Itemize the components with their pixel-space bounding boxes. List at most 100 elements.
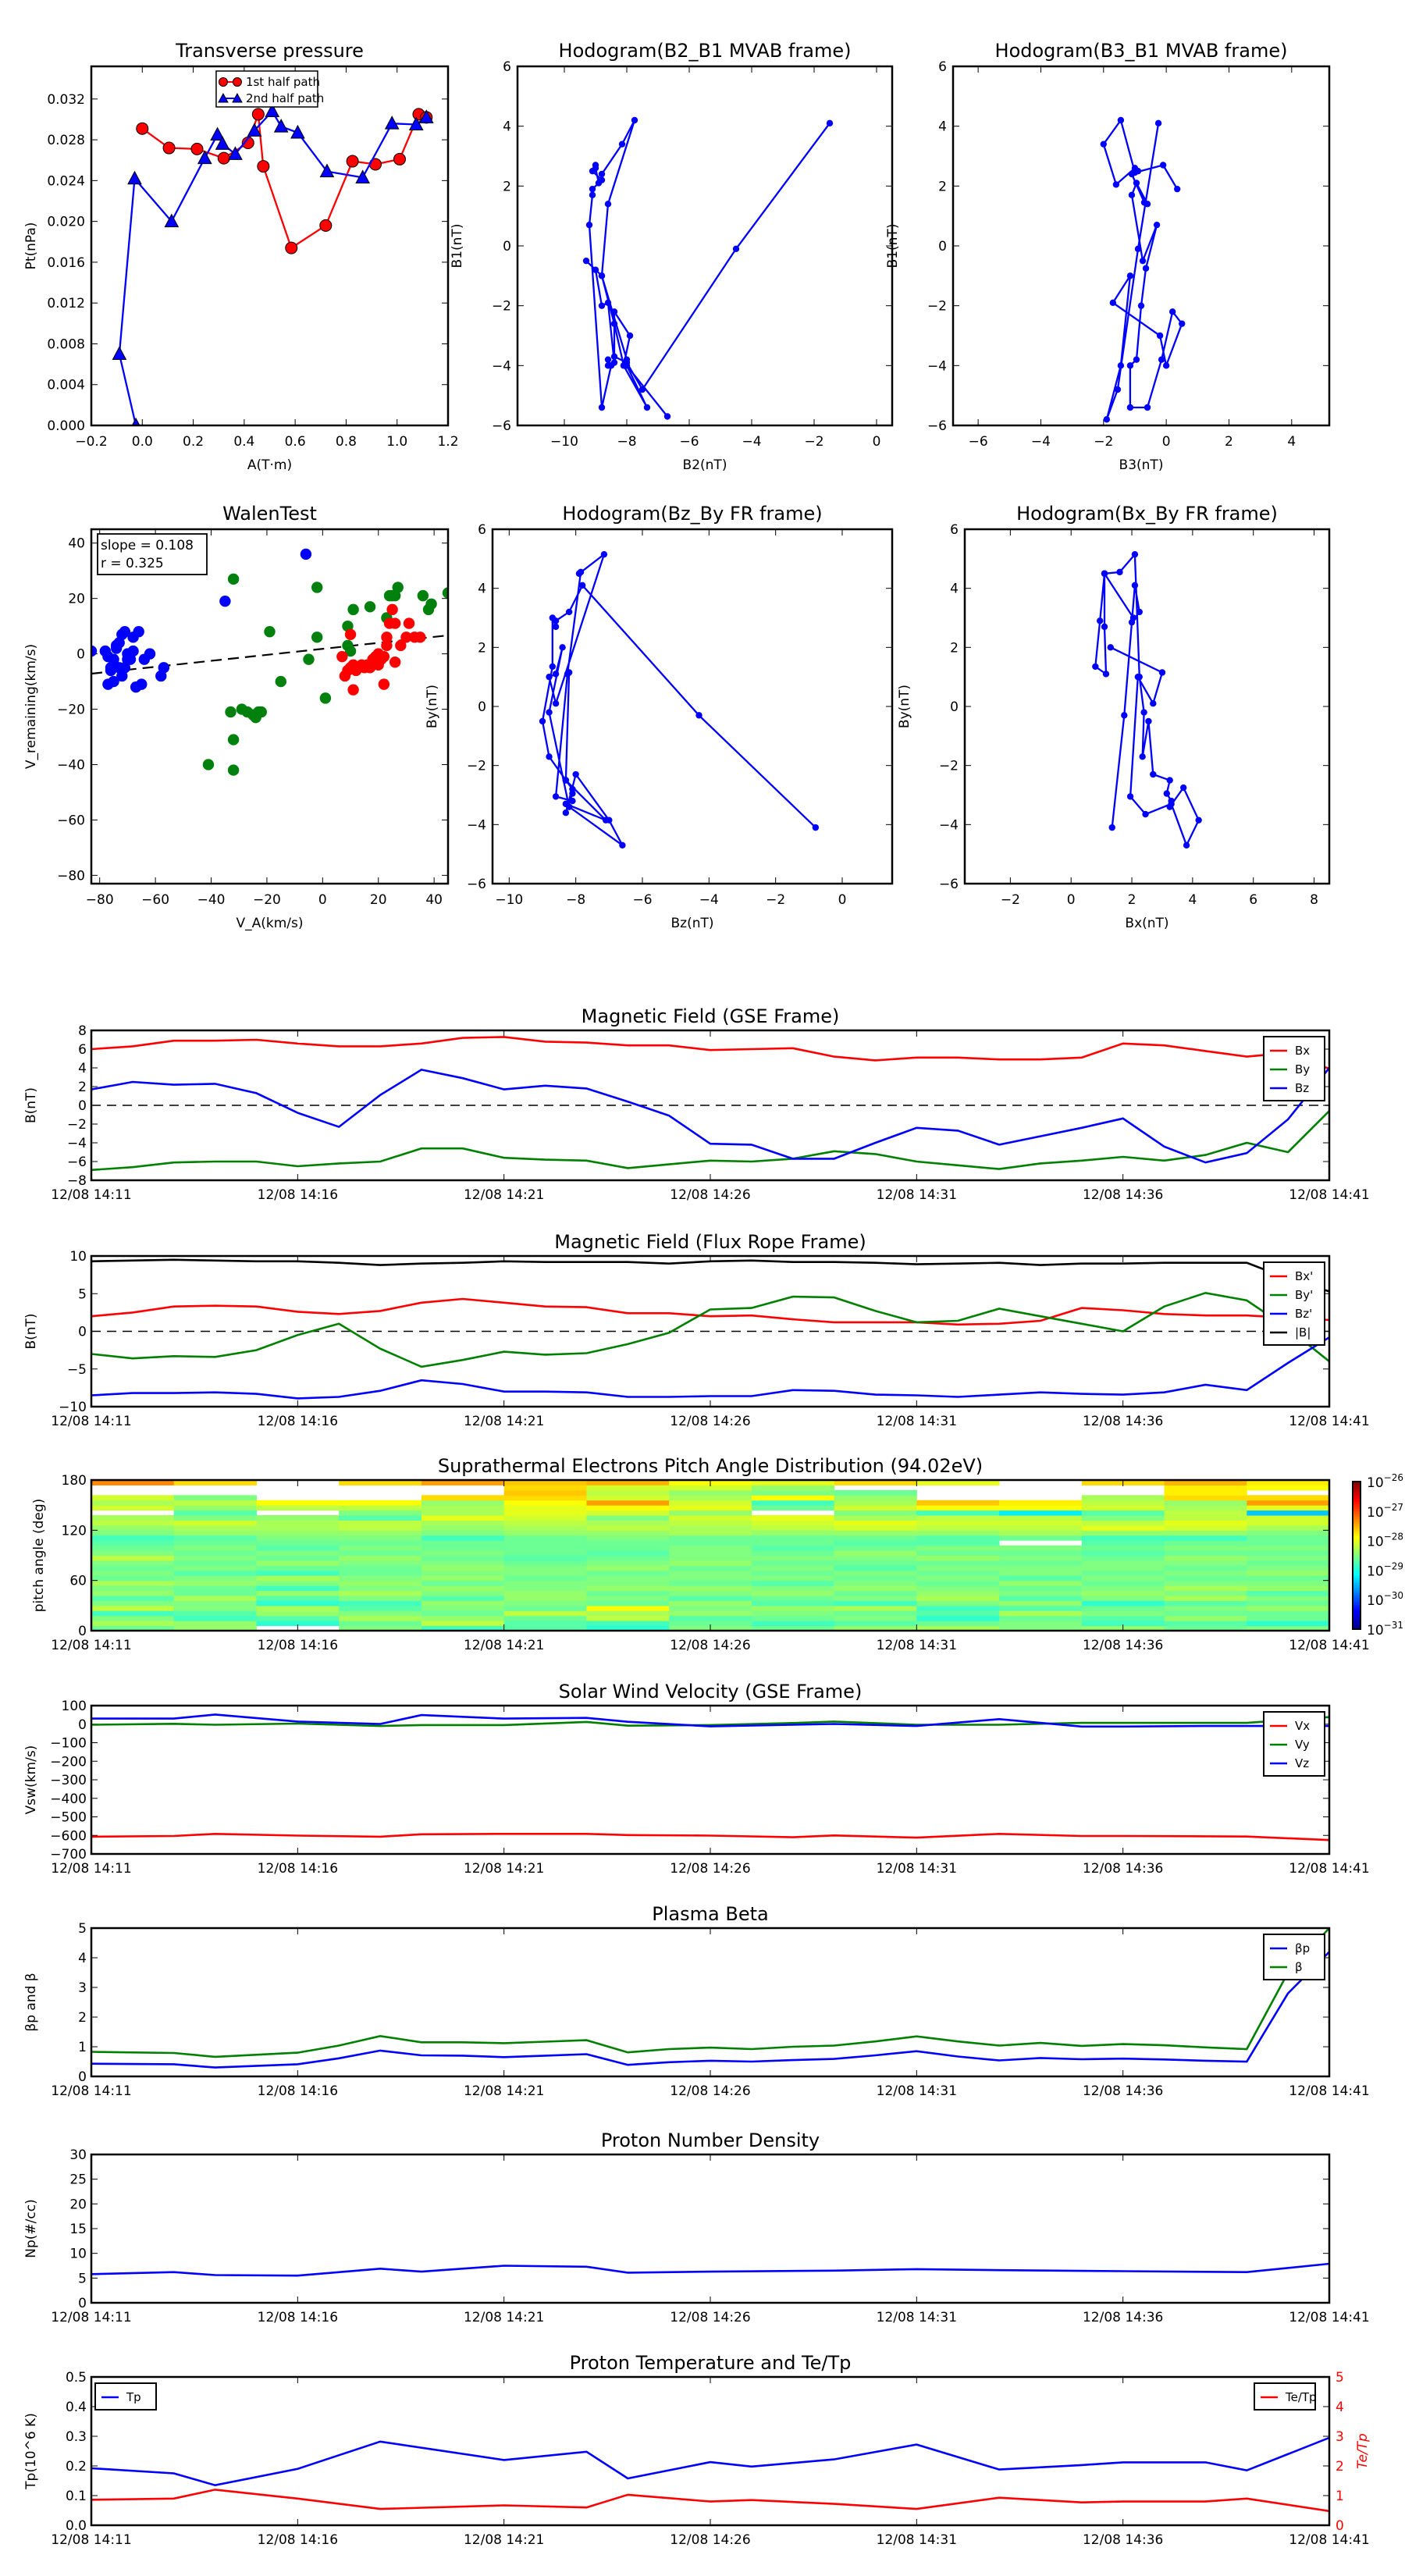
heatmap-cell <box>1164 1600 1247 1606</box>
heatmap-cell <box>669 1590 752 1596</box>
heatmap-cell <box>669 1530 752 1536</box>
heatmap-cell <box>669 1610 752 1617</box>
heatmap-cell <box>1247 1495 1330 1501</box>
y-tick-label: 5 <box>78 1286 87 1302</box>
x-tick-label: 12/08 14:41 <box>1289 1861 1369 1877</box>
heatmap-cell <box>1081 1575 1165 1582</box>
heatmap-cell <box>1081 1570 1165 1576</box>
heatmap-cell <box>339 1500 422 1506</box>
heatmap-cell <box>751 1590 835 1596</box>
x-tick-label: 12/08 14:36 <box>1083 2532 1163 2548</box>
data-point <box>1128 191 1136 199</box>
legend-label: Bz <box>1295 1081 1309 1095</box>
data-point <box>251 108 265 121</box>
heatmap-cell <box>586 1525 670 1531</box>
plasma-beta-frame <box>90 1927 1331 2078</box>
y-tick-label: −6 <box>927 418 947 434</box>
heatmap-cell <box>751 1550 835 1556</box>
annotation-box <box>97 533 208 575</box>
heatmap-cell <box>999 1555 1083 1561</box>
heatmap-cell <box>173 1530 257 1536</box>
heatmap-cell <box>999 1590 1083 1596</box>
x-tick-label: 12/08 14:26 <box>670 2310 750 2325</box>
colorbar-segment <box>1353 1545 1361 1549</box>
legend-marker <box>232 92 243 103</box>
heatmap-cell <box>1247 1585 1330 1592</box>
heatmap-cell <box>503 1540 587 1546</box>
data-point <box>569 797 576 805</box>
y-tick-label: 0.016 <box>47 255 85 271</box>
x-tick-label: 12/08 14:26 <box>670 1861 750 1877</box>
heatmap-cell <box>834 1625 917 1631</box>
heatmap-cell <box>421 1495 505 1501</box>
heatmap-cell <box>834 1500 917 1506</box>
heatmap-cell <box>1081 1505 1165 1511</box>
heatmap-cell <box>1081 1535 1165 1541</box>
x-tick-label: −4 <box>1031 434 1051 450</box>
colorbar-segment <box>1353 1518 1361 1521</box>
data-point <box>1166 777 1173 784</box>
data-point <box>247 123 262 137</box>
heatmap-cell <box>256 1520 340 1526</box>
transverse-pressure-chart: Transverse pressure −0.2 0.0 0.2 0.4 0.6 0.8 1.… <box>23 40 459 473</box>
heatmap-cell <box>339 1535 422 1541</box>
colorbar-segment <box>1353 1572 1361 1576</box>
colorbar-segment <box>1353 1548 1361 1551</box>
heatmap-cell <box>421 1540 505 1546</box>
heatmap-cell <box>256 1610 340 1617</box>
heatmap-cell <box>1247 1580 1330 1586</box>
heatmap-cell <box>834 1570 917 1576</box>
colorbar-segment <box>1353 1550 1361 1553</box>
data-point <box>549 663 556 671</box>
x-tick-label: 12/08 14:21 <box>464 1414 544 1429</box>
heatmap-cell <box>256 1550 340 1556</box>
data-point <box>1183 841 1190 849</box>
heatmap-cell <box>421 1590 505 1596</box>
heatmap-cell <box>173 1515 257 1521</box>
data-point <box>1109 299 1117 307</box>
chart-title: Magnetic Field (Flux Rope Frame) <box>554 1231 866 1253</box>
hodogram-bz-by-frame <box>491 528 894 885</box>
pitch-angle-distribution-frame <box>90 1478 1331 1632</box>
heatmap-cell <box>586 1610 670 1617</box>
chart-title: Hodogram(Bx_By FR frame) <box>1016 503 1278 525</box>
data-point <box>1116 568 1123 576</box>
colorbar-segment <box>1353 1597 1361 1600</box>
heatmap-cell <box>339 1625 422 1631</box>
heatmap-cell <box>256 1500 340 1506</box>
y-tick-label: 2 <box>78 2010 87 2026</box>
heatmap-cell <box>834 1595 917 1601</box>
heatmap-cell <box>421 1625 505 1631</box>
data-point <box>602 817 610 824</box>
heatmap-cell <box>256 1545 340 1551</box>
y-axis-label: Vsw(km/s) <box>23 1745 39 1815</box>
y-tick-label: 6 <box>950 522 959 538</box>
heatmap-cell <box>256 1555 340 1561</box>
heatmap-cell <box>503 1510 587 1516</box>
heatmap-cell <box>669 1570 752 1576</box>
heatmap-cell <box>173 1540 257 1546</box>
y-tick-label: −600 <box>50 1828 87 1844</box>
x-tick-label: 12/08 14:36 <box>1083 2083 1163 2099</box>
series-line-by <box>91 1110 1329 1172</box>
colorbar-tick-label: 10−28 <box>1367 1532 1403 1550</box>
heatmap-cell <box>751 1610 835 1617</box>
heatmap-cell <box>751 1570 835 1576</box>
data-point <box>579 582 586 589</box>
heatmap-cell <box>586 1505 670 1511</box>
data-point <box>1131 165 1139 172</box>
heatmap-cell <box>256 1560 340 1566</box>
y-tick-label: 10 <box>69 2247 87 2262</box>
data-point <box>626 332 634 340</box>
colorbar-tick-label: 10−31 <box>1367 1620 1403 1638</box>
magnetic-field-gse-chart: Magnetic Field (GSE Frame) 12/08 14:11 12/… <box>23 1005 1370 1203</box>
heatmap-cell <box>173 1560 257 1566</box>
y-tick-label: −80 <box>57 868 85 884</box>
chart-title: Hodogram(Bz_By FR frame) <box>562 503 822 525</box>
heatmap-cell <box>669 1575 752 1582</box>
heatmap-cell <box>999 1500 1083 1506</box>
y-tick-label: 4 <box>478 582 486 597</box>
colorbar-segment <box>1353 1528 1361 1532</box>
x-tick-label: −2 <box>766 892 785 908</box>
x-tick-label: 12/08 14:16 <box>258 2310 338 2325</box>
